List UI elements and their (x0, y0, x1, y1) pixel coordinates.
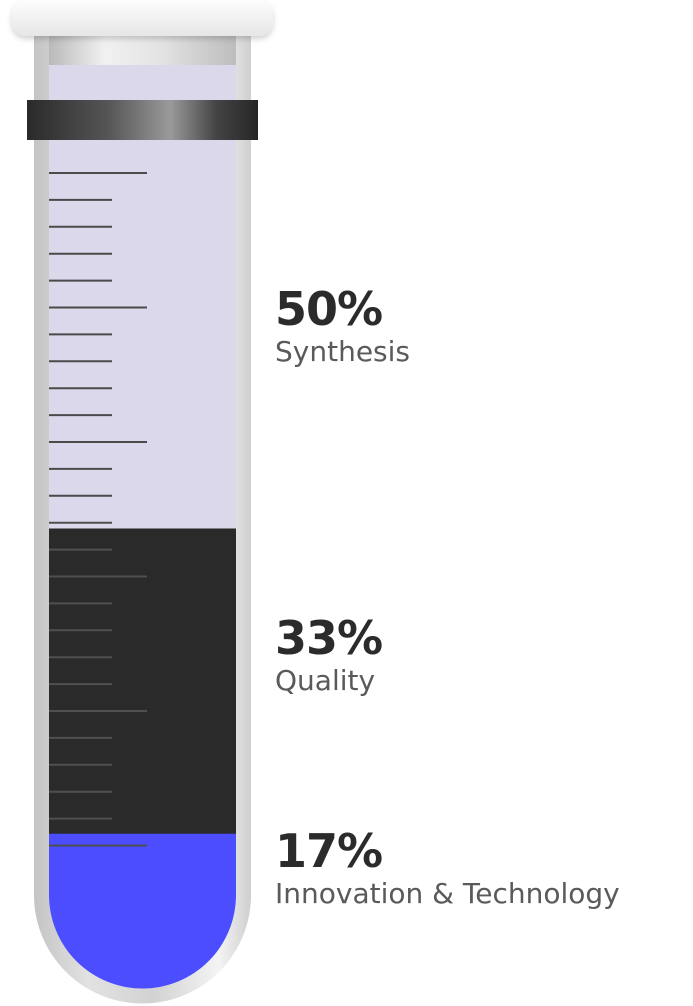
innovation-technology-value-label: 17% (275, 824, 383, 878)
quality-name-label: Quality (275, 664, 376, 697)
label-quality: 33% Quality (275, 611, 383, 699)
tube-neck (49, 34, 236, 66)
scale-ticks (49, 172, 147, 847)
innovation-technology-name-label: Innovation & Technology (275, 877, 620, 910)
liquid-segments (49, 65, 236, 989)
tube-band (27, 100, 258, 140)
segment-quality (49, 527, 236, 834)
quality-value-label: 33% (275, 611, 383, 665)
tube-rim (12, 0, 273, 36)
synthesis-value-label: 50% (275, 282, 383, 336)
label-synthesis: 50% Synthesis (275, 284, 410, 370)
segment-innovation-technology (49, 832, 236, 989)
synthesis-name-label: Synthesis (275, 335, 410, 368)
label-innovation-technology: 17% Innovation & Technology (275, 826, 620, 912)
segment-synthesis (49, 65, 236, 529)
